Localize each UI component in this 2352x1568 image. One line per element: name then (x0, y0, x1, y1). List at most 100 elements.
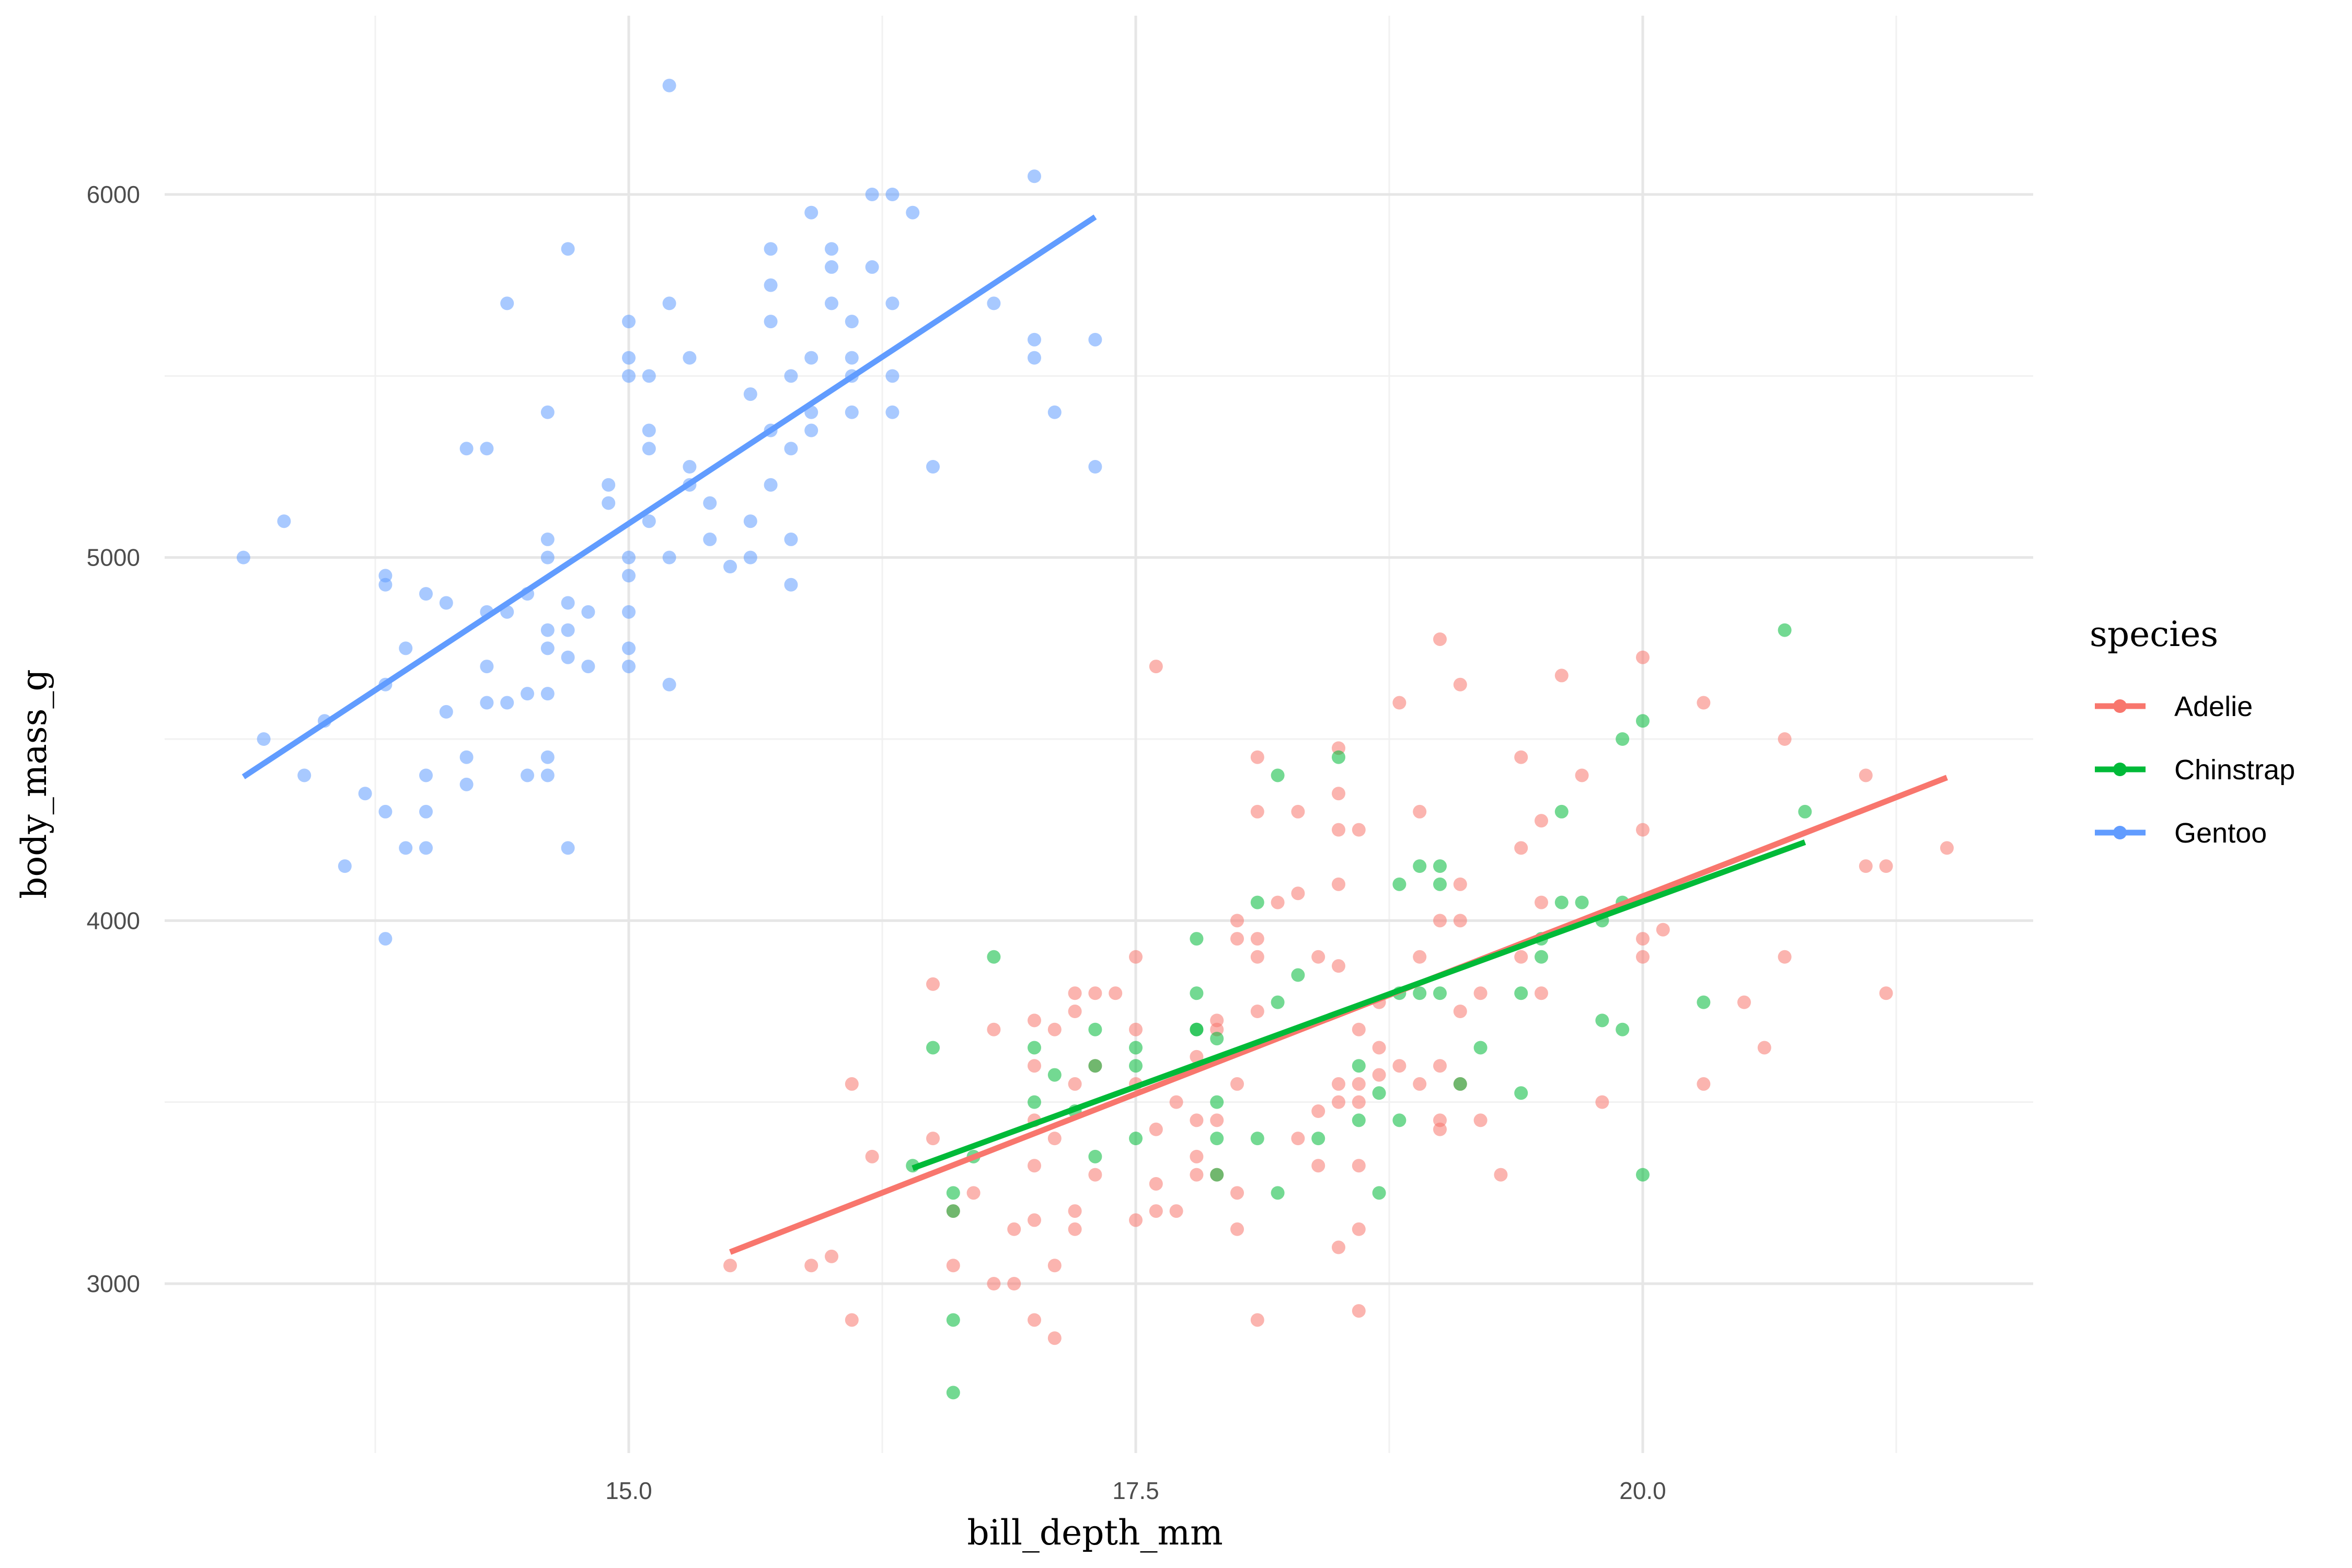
point-adelie (1879, 986, 1893, 1000)
point-adelie (825, 1249, 838, 1263)
point-adelie (1129, 1022, 1143, 1036)
point-adelie (1332, 1095, 1345, 1109)
point-adelie (1190, 1113, 1204, 1127)
x-tick-label: 20.0 (1619, 1477, 1666, 1504)
point-gentoo (419, 841, 433, 855)
legend-key-point (2113, 699, 2127, 713)
point-adelie (1352, 1095, 1366, 1109)
point-adelie (1190, 1149, 1204, 1163)
point-gentoo (419, 587, 433, 601)
legend-item-gentoo: Gentoo (2095, 817, 2267, 849)
point-chinstrap (1210, 1032, 1224, 1046)
point-chinstrap (1514, 986, 1528, 1000)
trend-line-chinstrap (912, 839, 1806, 1171)
point-adelie (1575, 768, 1589, 782)
point-adelie (1636, 823, 1650, 837)
point-adelie (1372, 1041, 1386, 1055)
point-gentoo (865, 260, 879, 274)
point-chinstrap (1372, 1086, 1386, 1100)
point-adelie (1554, 668, 1569, 683)
point-gentoo (804, 205, 818, 220)
point-gentoo (378, 804, 393, 818)
point-chinstrap (946, 1313, 960, 1327)
point-gentoo (926, 460, 940, 474)
point-chinstrap (946, 1386, 960, 1400)
point-gentoo (683, 460, 697, 474)
point-adelie (1230, 914, 1244, 928)
point-gentoo (622, 315, 636, 329)
point-adelie (1028, 1013, 1041, 1028)
point-gentoo (622, 605, 636, 619)
point-gentoo (540, 623, 555, 637)
y-tick-label: 3000 (87, 1270, 140, 1297)
point-adelie (1291, 886, 1305, 901)
point-gentoo (804, 351, 818, 365)
point-adelie (1392, 696, 1406, 710)
point-adelie (1413, 1077, 1427, 1091)
point-chinstrap (1413, 986, 1427, 1000)
point-chinstrap (1088, 1149, 1102, 1163)
point-adelie (946, 1259, 960, 1273)
point-gentoo (540, 750, 555, 764)
x-axis-title: bill_depth_mm (967, 1513, 1223, 1553)
point-gentoo (845, 315, 859, 329)
point-gentoo (885, 188, 900, 201)
point-adelie (804, 1259, 818, 1273)
point-adelie (1352, 1077, 1366, 1091)
point-chinstrap (1433, 986, 1447, 1000)
point-chinstrap (1392, 877, 1406, 891)
point-chinstrap (1129, 1041, 1143, 1055)
point-gentoo (683, 351, 697, 365)
point-adelie (1088, 986, 1102, 1000)
legend-key-point (2113, 826, 2127, 839)
point-gentoo (885, 369, 900, 383)
point-adelie (1778, 950, 1792, 964)
point-adelie (1169, 1204, 1183, 1218)
point-gentoo (1088, 332, 1102, 347)
legend-key-point (2113, 763, 2127, 776)
point-gentoo (1028, 351, 1041, 365)
point-chinstrap (1190, 986, 1204, 1000)
y-tick-label: 4000 (87, 907, 140, 934)
point-gentoo (561, 242, 575, 256)
point-gentoo (1028, 169, 1041, 183)
point-adelie (1940, 841, 1954, 855)
point-gentoo (561, 596, 575, 610)
point-adelie (1007, 1222, 1021, 1236)
point-gentoo (622, 660, 636, 674)
point-adelie (1068, 1222, 1082, 1236)
point-gentoo (459, 442, 474, 456)
point-chinstrap (1210, 1168, 1224, 1182)
point-chinstrap (1413, 859, 1427, 873)
point-adelie (723, 1259, 737, 1273)
point-adelie (865, 1149, 879, 1163)
point-adelie (1352, 1022, 1366, 1036)
point-chinstrap (1535, 950, 1548, 964)
point-chinstrap (946, 1186, 960, 1200)
point-gentoo (845, 405, 859, 419)
point-gentoo (885, 296, 900, 310)
point-chinstrap (1047, 1068, 1062, 1082)
point-gentoo (622, 641, 636, 655)
point-adelie (926, 1132, 940, 1146)
point-gentoo (825, 296, 838, 310)
point-gentoo (987, 296, 1001, 310)
point-gentoo (764, 315, 778, 329)
point-chinstrap (1372, 1186, 1386, 1200)
point-gentoo (521, 768, 534, 782)
point-chinstrap (1028, 1041, 1041, 1055)
point-chinstrap (1250, 895, 1264, 909)
point-adelie (987, 1277, 1001, 1290)
point-chinstrap (1271, 1186, 1285, 1200)
point-chinstrap (1554, 804, 1569, 818)
point-adelie (1372, 1068, 1386, 1082)
point-adelie (1311, 1159, 1325, 1173)
point-gentoo (480, 696, 494, 710)
x-tick-label: 17.5 (1112, 1477, 1159, 1504)
point-adelie (1230, 1077, 1244, 1091)
point-adelie (1047, 1132, 1062, 1146)
point-adelie (1068, 986, 1082, 1000)
point-gentoo (662, 296, 676, 310)
y-axis-title: body_mass_g (14, 669, 54, 898)
point-gentoo (825, 242, 838, 256)
